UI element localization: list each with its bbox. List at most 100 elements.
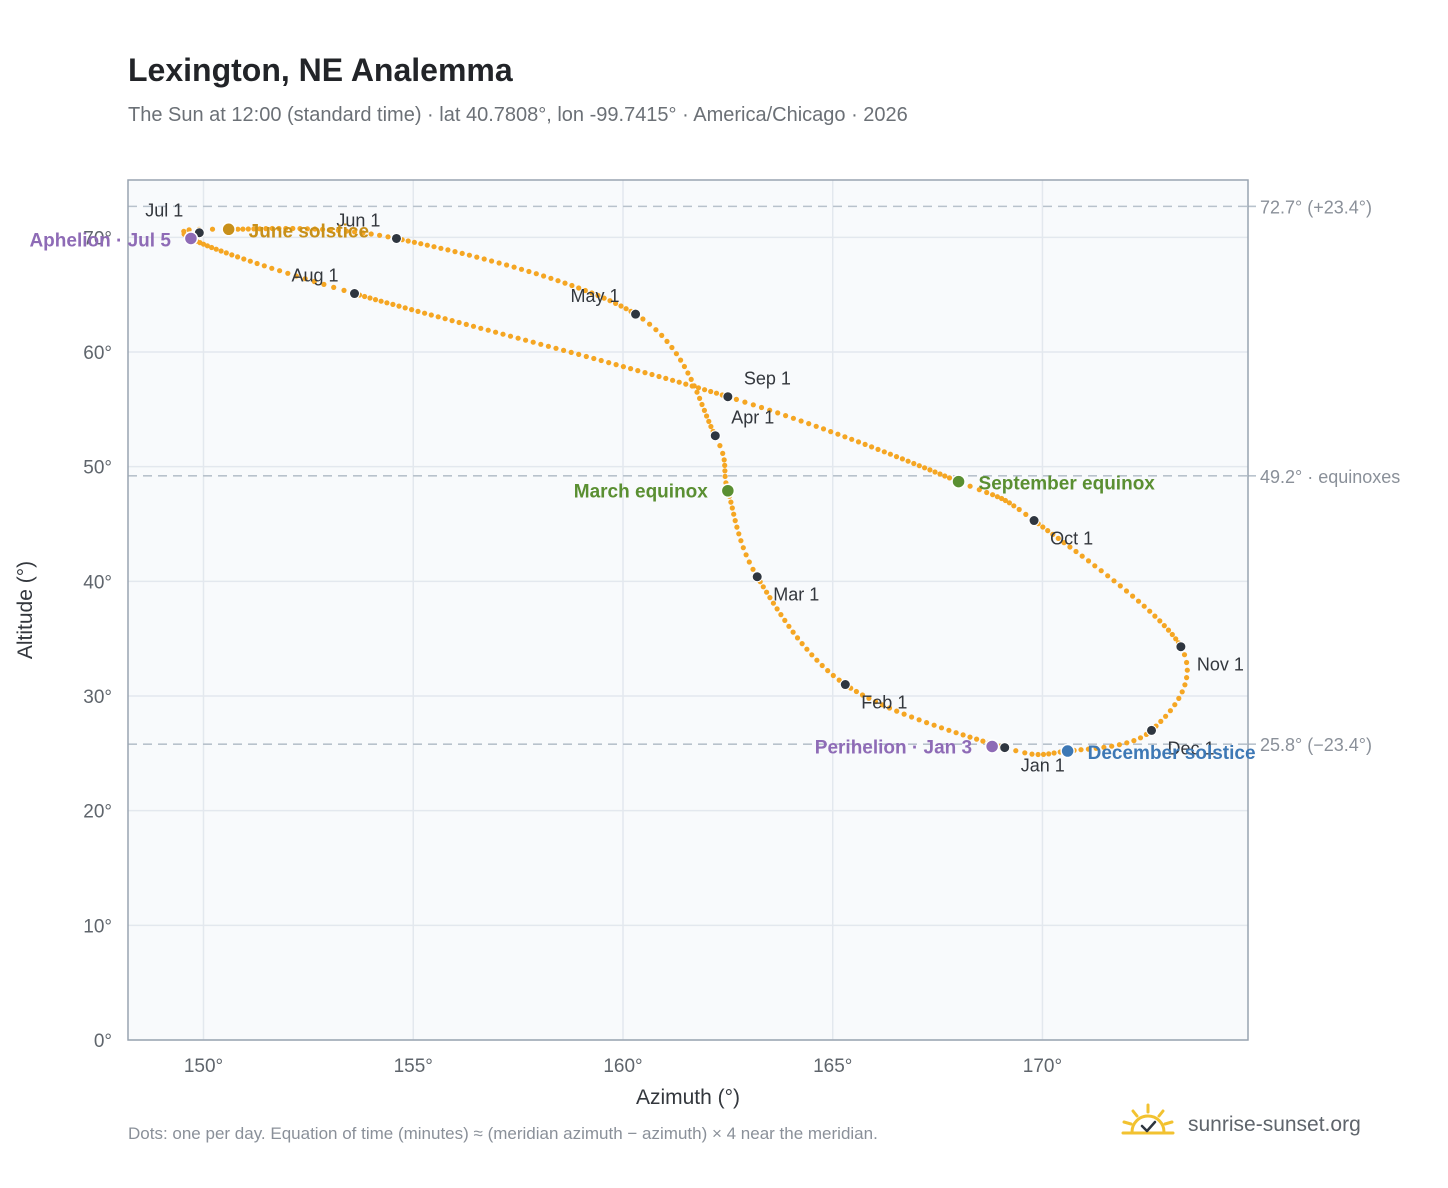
day-dot (251, 226, 257, 232)
day-dot (321, 281, 327, 287)
day-dot (411, 239, 417, 245)
event-label: Perihelion · Jan 3 (815, 737, 972, 758)
day-dot (1182, 682, 1188, 688)
day-dot (946, 475, 953, 481)
day-dot (681, 363, 688, 370)
day-dot (1016, 506, 1022, 513)
day-dot (669, 344, 675, 351)
day-dot (855, 439, 862, 445)
plot-frame (127, 179, 1249, 1041)
day-dot (209, 244, 215, 251)
day-dot (728, 499, 734, 505)
day-dot (676, 379, 682, 385)
event-label: June solstice (249, 221, 369, 242)
day-dot (478, 325, 484, 331)
day-dot (1079, 553, 1085, 559)
day-dot (893, 454, 900, 460)
day-dot (722, 473, 728, 479)
day-dot (223, 250, 229, 256)
month-label: May 1 (571, 286, 620, 306)
day-dot (269, 265, 275, 271)
day-dot (790, 415, 797, 421)
day-dot (794, 635, 801, 641)
reference-label: 25.8° (−23.4°) (1260, 735, 1372, 755)
day-dot (879, 702, 886, 708)
day-dot (670, 377, 676, 383)
day-dot (901, 711, 907, 717)
day-dot (750, 566, 756, 572)
day-dot (937, 471, 943, 477)
day-dot (967, 734, 973, 740)
day-dot (569, 282, 575, 289)
page-subtitle: The Sun at 12:00 (standard time) · lat 4… (128, 104, 908, 126)
day-dot (1002, 497, 1009, 504)
brand-name: sunrise-sunset.org (1188, 1113, 1361, 1136)
day-dot (830, 672, 836, 679)
day-dot (708, 423, 714, 430)
day-dot (825, 668, 831, 674)
day-dot (620, 364, 627, 370)
day-dot (304, 226, 310, 232)
day-dot (285, 270, 291, 276)
day-dot (435, 314, 441, 320)
day-dot (721, 457, 727, 463)
day-dot (750, 402, 756, 408)
day-dot (695, 385, 702, 391)
day-dot (1040, 751, 1047, 758)
day-dot (1093, 745, 1099, 751)
day-dot (859, 692, 866, 698)
day-dot (663, 375, 669, 381)
day-dot (302, 276, 308, 282)
day-dot (474, 254, 480, 260)
day-dot (235, 226, 241, 232)
event-label: March equinox (574, 482, 709, 503)
day-dot (576, 285, 582, 291)
day-dot (1051, 750, 1057, 756)
day-dot (642, 370, 648, 376)
day-dot (659, 332, 665, 338)
day-dot (331, 284, 337, 290)
day-dot (774, 606, 780, 612)
day-dot (548, 275, 554, 281)
day-dot (553, 345, 559, 351)
day-dot (1022, 750, 1028, 756)
day-dot (828, 429, 834, 435)
day-dot (1011, 503, 1017, 509)
day-dot (456, 319, 462, 326)
day-dot (327, 227, 333, 233)
day-dot (1184, 667, 1190, 673)
x-tick-label: 165° (813, 1056, 852, 1077)
day-dot (415, 308, 421, 314)
day-dot (1111, 578, 1117, 584)
day-dot (647, 321, 653, 327)
y-tick-label: 20° (83, 802, 112, 823)
day-dot (277, 268, 283, 274)
day-dot (1181, 652, 1188, 658)
day-dot (742, 399, 748, 405)
day-dot (1085, 746, 1091, 752)
day-dot (598, 357, 604, 364)
event-marker (1060, 743, 1075, 759)
day-dot (640, 316, 646, 322)
day-dot (1050, 531, 1056, 538)
day-dot (881, 449, 887, 455)
day-dot (911, 460, 917, 467)
month-label: Mar 1 (773, 585, 819, 605)
day-dot (589, 290, 595, 296)
day-dot (697, 395, 703, 401)
day-dot (894, 708, 900, 714)
brand-logo[interactable]: sunrise-sunset.org (1120, 1102, 1361, 1148)
day-dot (402, 305, 408, 311)
day-dot (984, 489, 990, 496)
day-dot (343, 228, 350, 234)
day-dot (1029, 751, 1035, 757)
day-dot (1158, 718, 1164, 725)
event-label: December solstice (1088, 743, 1256, 764)
day-dot (849, 436, 855, 442)
day-dot (466, 252, 472, 258)
day-dot (836, 677, 842, 683)
day-dot (1035, 751, 1041, 758)
day-dot (463, 321, 469, 327)
day-dot (229, 252, 235, 258)
